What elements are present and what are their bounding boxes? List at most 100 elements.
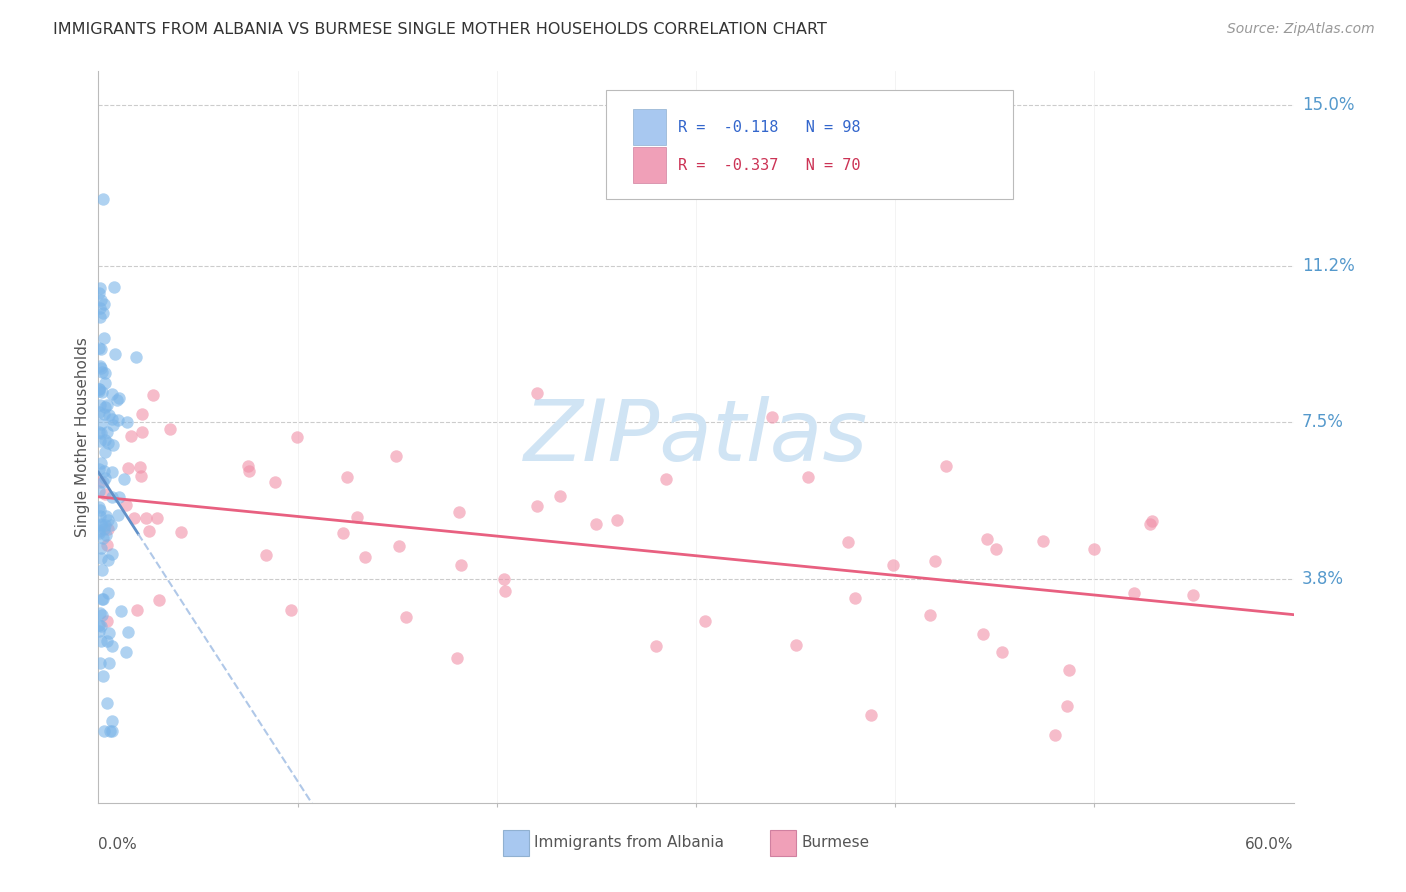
- Point: [837, 534, 859, 549]
- Point: [526, 385, 548, 400]
- Point: [1123, 586, 1146, 600]
- Point: [159, 422, 181, 436]
- Point: [89, 399, 111, 413]
- Point: [89, 384, 111, 398]
- Point: [125, 602, 148, 616]
- Text: 60.0%: 60.0%: [1246, 837, 1294, 852]
- Point: [138, 524, 160, 539]
- Point: [526, 500, 548, 514]
- Point: [107, 412, 129, 426]
- Point: [97, 435, 120, 450]
- Text: 7.5%: 7.5%: [1302, 413, 1344, 432]
- Point: [101, 490, 124, 504]
- Point: [89, 341, 111, 355]
- Point: [90, 417, 112, 431]
- Text: R =  -0.118   N = 98: R = -0.118 N = 98: [678, 120, 860, 135]
- Point: [98, 625, 121, 640]
- Point: [585, 516, 607, 531]
- Point: [89, 525, 111, 540]
- Point: [859, 707, 882, 722]
- Point: [90, 619, 112, 633]
- Point: [94, 376, 117, 390]
- Point: [90, 633, 112, 648]
- Point: [110, 604, 132, 618]
- Point: [336, 469, 359, 483]
- Point: [97, 513, 120, 527]
- Point: [450, 558, 472, 573]
- Point: [115, 645, 138, 659]
- Point: [449, 505, 471, 519]
- Point: [97, 522, 120, 536]
- Y-axis label: Single Mother Households: Single Mother Households: [75, 337, 90, 537]
- Point: [101, 387, 124, 401]
- Text: IMMIGRANTS FROM ALBANIA VS BURMESE SINGLE MOTHER HOUSEHOLDS CORRELATION CHART: IMMIGRANTS FROM ALBANIA VS BURMESE SINGL…: [53, 22, 827, 37]
- Point: [89, 382, 111, 396]
- Point: [90, 592, 112, 607]
- Point: [285, 430, 308, 444]
- Point: [93, 444, 115, 458]
- Text: 15.0%: 15.0%: [1302, 96, 1354, 114]
- Point: [94, 434, 117, 448]
- Point: [655, 472, 678, 486]
- Point: [91, 531, 114, 545]
- Point: [693, 614, 716, 628]
- Point: [89, 310, 111, 325]
- Text: 11.2%: 11.2%: [1302, 257, 1354, 275]
- Point: [606, 513, 628, 527]
- Text: Immigrants from Albania: Immigrants from Albania: [534, 836, 724, 850]
- Point: [90, 517, 112, 532]
- Point: [93, 400, 115, 414]
- Point: [105, 392, 128, 407]
- Text: 3.8%: 3.8%: [1302, 570, 1344, 588]
- Point: [1182, 588, 1205, 602]
- Point: [90, 541, 112, 556]
- Point: [991, 645, 1014, 659]
- Point: [104, 347, 127, 361]
- Point: [117, 415, 139, 429]
- Point: [117, 625, 139, 640]
- Point: [1057, 663, 1080, 677]
- Point: [131, 407, 153, 421]
- Point: [135, 511, 157, 525]
- Point: [346, 509, 368, 524]
- Point: [90, 342, 112, 356]
- Point: [90, 518, 112, 533]
- Point: [90, 456, 112, 470]
- Point: [89, 524, 111, 538]
- Point: [494, 583, 516, 598]
- Point: [89, 425, 111, 440]
- Text: 0.0%: 0.0%: [98, 837, 138, 852]
- Point: [91, 475, 114, 489]
- Point: [96, 538, 118, 552]
- Point: [112, 471, 135, 485]
- Point: [128, 459, 150, 474]
- Point: [124, 350, 146, 364]
- Point: [89, 500, 111, 514]
- Point: [89, 461, 111, 475]
- Point: [89, 434, 111, 449]
- Point: [645, 640, 668, 654]
- Point: [93, 517, 115, 532]
- Point: [98, 723, 121, 738]
- Point: [89, 624, 111, 639]
- Point: [976, 532, 998, 546]
- Point: [94, 366, 117, 380]
- Point: [280, 602, 302, 616]
- Point: [93, 331, 115, 345]
- Point: [1083, 542, 1105, 557]
- Point: [89, 503, 111, 517]
- Point: [89, 301, 111, 315]
- Point: [254, 548, 277, 562]
- Point: [761, 410, 783, 425]
- Point: [1032, 533, 1054, 548]
- Point: [492, 572, 515, 586]
- Point: [97, 408, 120, 422]
- Point: [984, 541, 1007, 556]
- Point: [1043, 728, 1066, 742]
- Point: [94, 487, 117, 501]
- Point: [101, 465, 124, 479]
- FancyBboxPatch shape: [633, 147, 666, 184]
- Text: Source: ZipAtlas.com: Source: ZipAtlas.com: [1227, 22, 1375, 37]
- Point: [91, 563, 114, 577]
- Point: [972, 626, 994, 640]
